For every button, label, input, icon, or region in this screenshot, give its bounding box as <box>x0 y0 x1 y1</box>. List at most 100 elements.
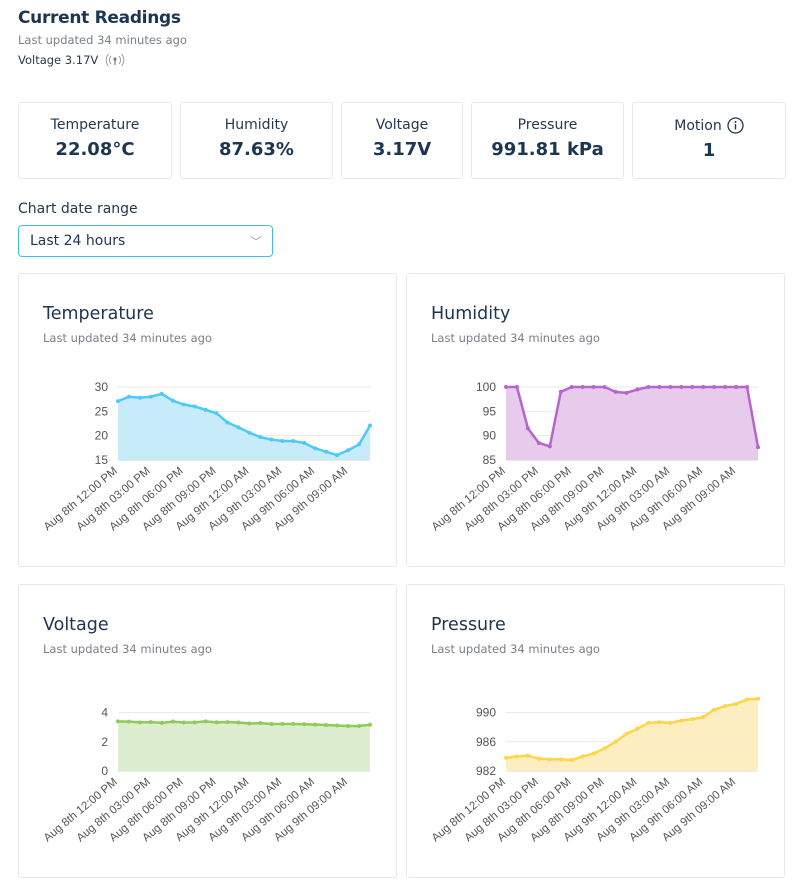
data-point <box>514 385 519 389</box>
y-tick-label: 986 <box>476 735 496 749</box>
data-point <box>247 721 252 726</box>
data-point <box>346 448 351 453</box>
data-point <box>214 411 219 416</box>
data-point <box>657 720 662 725</box>
data-point <box>225 720 230 725</box>
data-point <box>126 394 131 399</box>
data-point <box>324 723 329 728</box>
data-point <box>313 722 318 727</box>
stat-voltage: Voltage 3.17V <box>341 102 463 179</box>
data-point <box>712 385 717 389</box>
stat-value: 991.81 kPa <box>491 139 604 160</box>
y-tick-label: 4 <box>101 706 108 720</box>
data-point <box>148 720 153 725</box>
data-point <box>547 444 552 449</box>
y-tick-label: 85 <box>483 453 497 467</box>
data-point <box>646 385 651 389</box>
stat-value: 3.17V <box>372 139 432 160</box>
data-point <box>247 430 252 435</box>
data-point <box>525 753 530 758</box>
data-point <box>514 754 519 759</box>
data-point <box>504 385 508 389</box>
data-point <box>723 385 728 389</box>
data-point <box>547 757 552 762</box>
chart-subtitle: Last updated 34 minutes ago <box>431 642 600 656</box>
area-fill <box>118 721 370 771</box>
data-point <box>756 445 760 450</box>
data-point <box>236 720 241 725</box>
data-point <box>236 425 241 430</box>
chart-subtitle: Last updated 34 minutes ago <box>431 331 600 345</box>
data-point <box>668 385 673 389</box>
data-point <box>280 721 285 726</box>
chart-title: Humidity <box>431 304 511 324</box>
date-range-value: Last 24 hours <box>30 233 126 249</box>
data-point <box>368 722 372 727</box>
data-point <box>291 439 296 444</box>
last-updated: Last updated 34 minutes ago <box>18 33 187 47</box>
data-point <box>580 385 585 389</box>
wifi-signal-icon <box>105 53 125 67</box>
data-point <box>126 719 131 724</box>
voltage-status: Voltage 3.17V <box>18 53 126 67</box>
area-fill <box>118 393 370 460</box>
data-point <box>613 389 618 394</box>
y-tick-label: 25 <box>95 404 109 418</box>
data-point <box>225 420 230 425</box>
chart-card-voltage: Voltage Last updated 34 minutes ago 0 2 4 Aug… <box>18 584 397 878</box>
data-point <box>536 756 541 761</box>
data-point <box>116 399 120 404</box>
data-point <box>159 720 164 725</box>
chart-subtitle: Last updated 34 minutes ago <box>43 331 212 345</box>
data-point <box>214 720 219 725</box>
date-range-label: Chart date range <box>18 201 138 217</box>
data-point <box>756 696 760 701</box>
data-point <box>302 440 307 445</box>
data-point <box>181 402 186 407</box>
data-point <box>745 697 750 702</box>
data-point <box>313 446 318 451</box>
y-tick-label: 2 <box>101 735 108 749</box>
chart-title: Pressure <box>431 615 506 635</box>
y-tick-label: 982 <box>476 764 496 778</box>
data-point <box>170 398 175 403</box>
data-point <box>525 426 530 431</box>
data-point <box>357 724 362 729</box>
chevron-down-icon: ﹀ <box>249 235 262 249</box>
stat-label: Humidity <box>224 117 289 133</box>
data-point <box>346 724 351 729</box>
info-icon[interactable] <box>727 117 744 134</box>
data-point <box>591 385 596 389</box>
data-point <box>580 754 585 759</box>
area-fill <box>506 387 758 460</box>
data-point <box>335 723 340 728</box>
data-point <box>690 717 695 722</box>
data-point <box>192 720 197 725</box>
data-point <box>137 395 142 400</box>
stat-value: 87.63% <box>219 139 294 160</box>
data-point <box>734 701 739 706</box>
y-tick-label: 90 <box>483 429 497 443</box>
data-point <box>558 757 563 762</box>
stat-humidity: Humidity 87.63% <box>180 102 333 179</box>
data-point <box>712 707 717 712</box>
data-point <box>192 404 197 409</box>
data-point <box>602 385 607 389</box>
data-point <box>635 726 640 731</box>
stat-label: Pressure <box>517 117 578 133</box>
stat-motion: Motion 1 <box>632 102 786 179</box>
data-point <box>181 720 186 725</box>
data-point <box>368 423 372 428</box>
stat-label: Motion <box>674 117 722 134</box>
data-point <box>269 721 274 726</box>
data-point <box>159 391 164 396</box>
stat-temperature: Temperature 22.08°C <box>18 102 172 179</box>
data-point <box>280 439 285 444</box>
y-tick-label: 990 <box>476 706 496 720</box>
data-point <box>536 440 541 445</box>
data-point <box>504 755 508 760</box>
date-range-select[interactable]: Last 24 hours ﹀ <box>18 225 273 257</box>
data-point <box>335 453 340 458</box>
